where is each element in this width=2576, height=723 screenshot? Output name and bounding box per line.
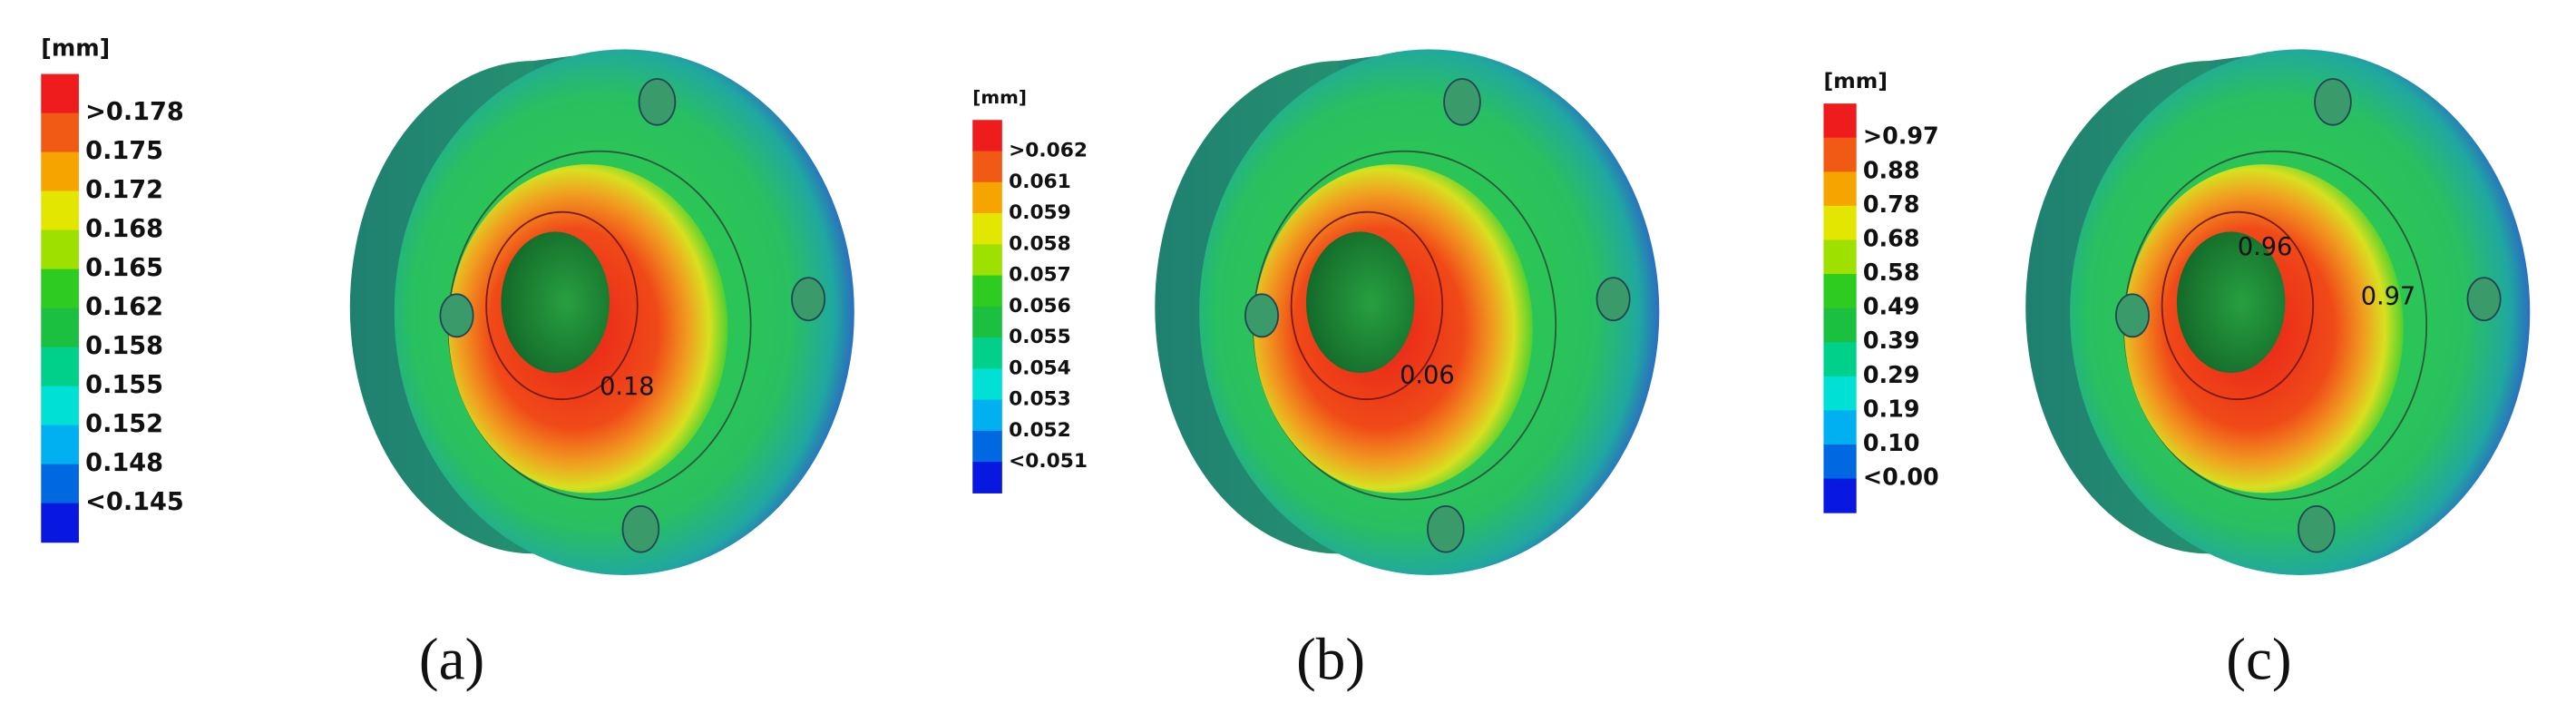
- model-b: [1154, 48, 1661, 576]
- legend-band: [41, 503, 79, 543]
- legend-label: 0.052: [1009, 419, 1071, 442]
- legend-band: [1823, 239, 1857, 275]
- legend-band: [1823, 410, 1857, 445]
- legend-band: [972, 306, 1002, 338]
- legend-band: [972, 368, 1002, 401]
- legend-label: <0.00: [1863, 464, 1939, 491]
- legend-label: 0.168: [85, 215, 163, 243]
- legend-band: [41, 464, 79, 504]
- legend-band: [1823, 103, 1857, 139]
- legend-label: 0.78: [1863, 191, 1920, 218]
- legend-band: [1823, 171, 1857, 207]
- legend-band: [41, 347, 79, 387]
- legend-label: 0.88: [1863, 156, 1920, 183]
- legend-band: [41, 269, 79, 309]
- legend-label: 0.162: [85, 293, 163, 321]
- legend-band: [972, 120, 1002, 152]
- legend-band: [972, 151, 1002, 183]
- legend-label: 0.061: [1009, 171, 1071, 193]
- legend-band: [41, 151, 79, 192]
- legend-band: [41, 425, 79, 465]
- legend-band: [41, 386, 79, 426]
- legend-label: 0.152: [85, 410, 163, 438]
- legend-label: <0.145: [85, 488, 184, 516]
- caption: (c): [2226, 628, 2291, 693]
- legend-label: >0.97: [1863, 122, 1939, 150]
- legend-band: [972, 462, 1002, 493]
- legend-label: 0.058: [1009, 232, 1071, 255]
- legend-label: 0.053: [1009, 388, 1071, 411]
- legend-label: 0.056: [1009, 295, 1071, 318]
- caption: (b): [1296, 628, 1365, 693]
- caption: (a): [419, 628, 484, 693]
- legend-label: 0.29: [1863, 361, 1920, 388]
- legend-label: 0.155: [85, 371, 163, 399]
- legend-label: 0.68: [1863, 224, 1920, 251]
- legend-label: 0.175: [85, 137, 163, 165]
- legend-band: [1823, 376, 1857, 411]
- legend-band: [972, 337, 1002, 369]
- legend-band: [1823, 478, 1857, 513]
- annotation: 0.18: [600, 373, 654, 401]
- legend-band: [1823, 205, 1857, 241]
- legend-label: 0.172: [85, 176, 163, 204]
- legend-label: <0.051: [1009, 450, 1088, 473]
- legend-band: [1823, 308, 1857, 343]
- model-a: [348, 48, 855, 576]
- model-c: [2025, 48, 2532, 576]
- legend-band: [972, 399, 1002, 432]
- legend-label: 0.10: [1863, 429, 1920, 456]
- legend-band: [972, 213, 1002, 245]
- legend-band: [41, 230, 79, 270]
- legend-label: 0.19: [1863, 395, 1920, 422]
- legend-unit: [mm]: [972, 87, 1027, 108]
- legend-label: 0.49: [1863, 293, 1920, 320]
- legend-band: [41, 73, 79, 114]
- legend-unit: [mm]: [41, 34, 110, 61]
- legend-label: 0.158: [85, 332, 163, 360]
- legend-label: >0.062: [1009, 140, 1088, 162]
- legend-unit: [mm]: [1823, 68, 1888, 93]
- legend-band: [41, 191, 79, 231]
- legend-label: 0.055: [1009, 326, 1071, 348]
- legend-label: 0.165: [85, 254, 163, 282]
- legend-label: 0.057: [1009, 264, 1071, 287]
- legend-band: [972, 275, 1002, 308]
- legend-band: [41, 308, 79, 348]
- annotation: 0.96: [2238, 233, 2292, 261]
- legend-band: [1823, 274, 1857, 309]
- legend-label: 0.054: [1009, 357, 1071, 379]
- legend-band: [972, 244, 1002, 277]
- legend-label: >0.178: [85, 98, 184, 126]
- legend-label: 0.58: [1863, 259, 1920, 286]
- annotation: 0.97: [2361, 282, 2415, 310]
- legend-band: [1823, 444, 1857, 480]
- legend-band: [972, 181, 1002, 214]
- legend-band: [1823, 137, 1857, 172]
- legend-band: [41, 112, 79, 153]
- legend-label: 0.059: [1009, 201, 1071, 224]
- legend-band: [972, 430, 1002, 463]
- legend-label: 0.39: [1863, 327, 1920, 354]
- legend-label: 0.148: [85, 449, 163, 477]
- legend-band: [1823, 342, 1857, 377]
- annotation: 0.06: [1400, 361, 1454, 389]
